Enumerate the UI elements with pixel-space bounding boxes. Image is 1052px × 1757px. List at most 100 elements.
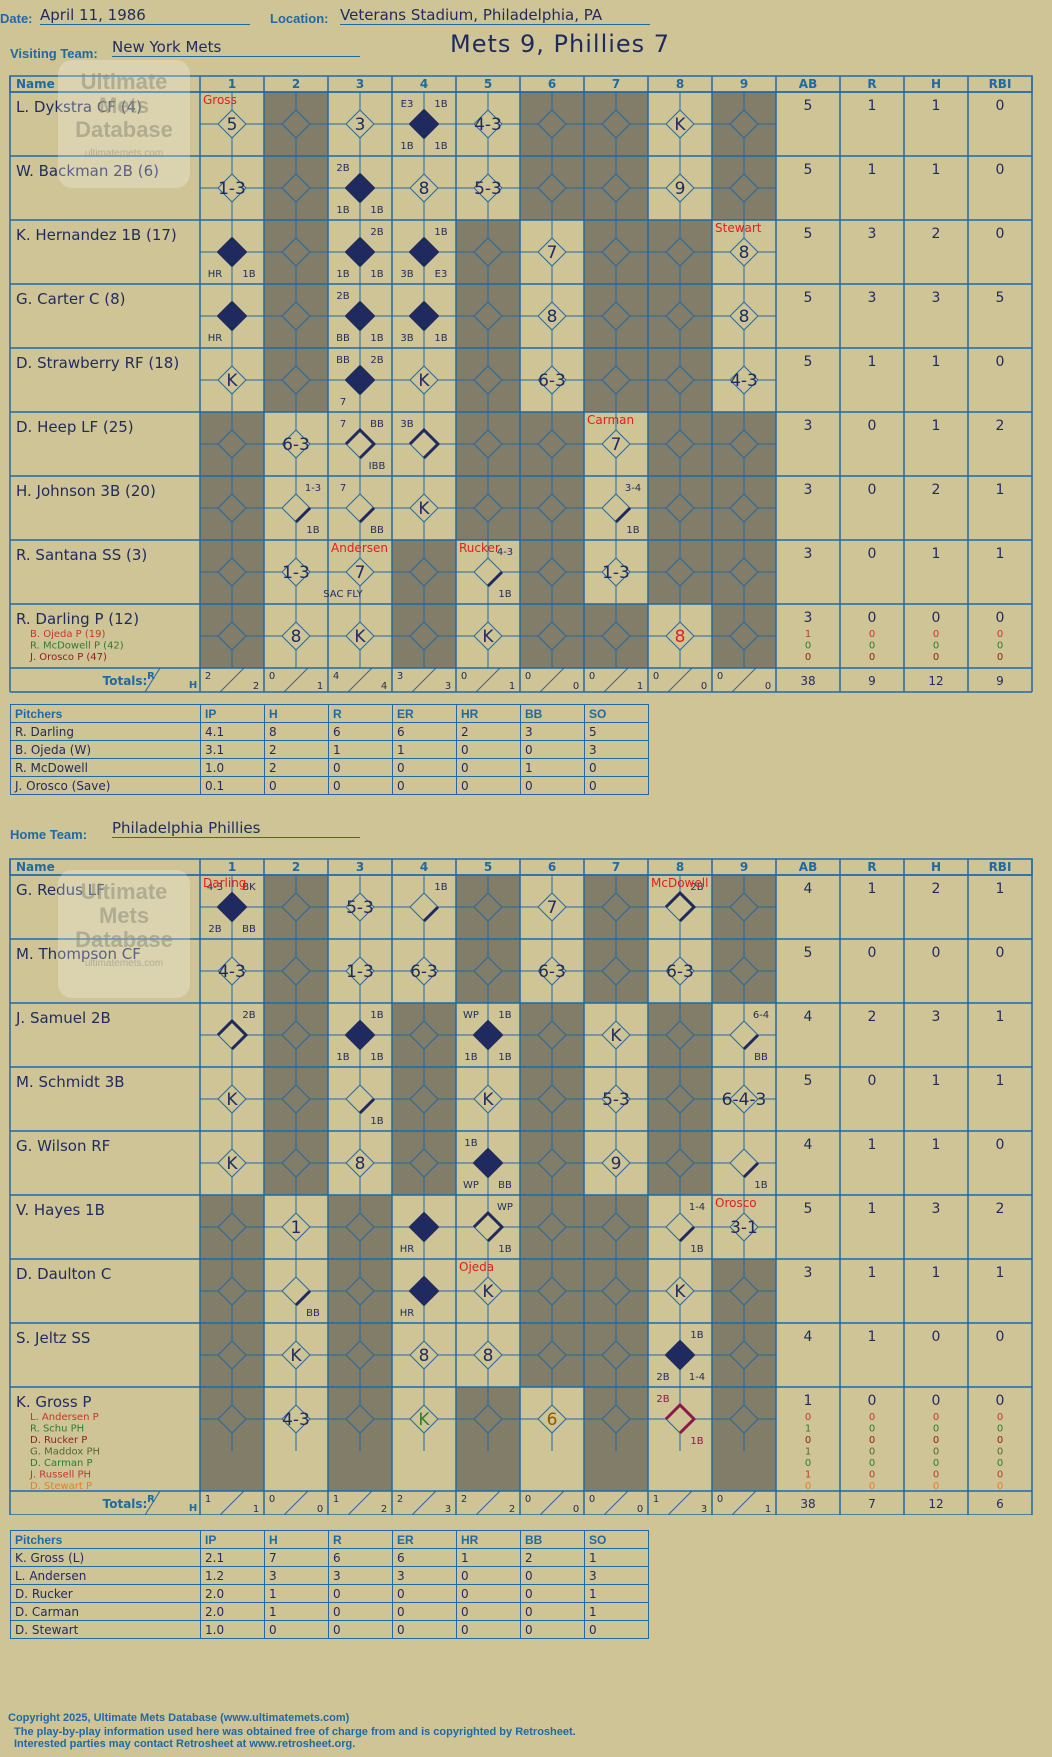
run-scored-diamond [472,1147,504,1179]
watermark-logo-2: Ultimate Mets Database ultimatemets.com [58,870,190,998]
column-header-name: Name [16,77,55,91]
run-scored-diamond [344,300,376,332]
pitcher-stat: 2 [456,722,521,741]
column-header-1: 1 [228,860,236,874]
play-note-bottom-left: 3B [400,333,413,344]
column-header-8: 8 [676,860,684,874]
play-note-bottom-left: BB [336,333,350,344]
play-result: 7 [355,563,366,583]
play-note-bottom-right: 1B [242,269,255,280]
pitchers-column-er: ER [392,1530,457,1549]
player-r: 0 [868,610,877,626]
play-result: 6 [547,1410,558,1430]
play-note-top-left: 3B [400,419,413,430]
play-result: 6-3 [538,962,566,982]
player-ab: 3 [804,482,813,498]
player-rbi: 0 [996,1329,1005,1345]
pitcher-stat: 3 [584,740,649,759]
player-r: 1 [868,354,877,370]
base-diamond [345,493,375,523]
player-ab: 5 [804,290,813,306]
pitcher-stat: 0 [264,776,329,795]
inning-hits: 0 [573,681,579,692]
player-r: 0 [868,945,877,961]
pitcher-change-note: Darling [203,876,246,890]
substitute-ab: 1 [805,629,811,640]
column-header-4: 4 [420,860,428,874]
pitcher-stat: 0 [584,1620,649,1639]
pitcher-stat: 0 [456,1566,521,1585]
pitcher-stat: 6 [392,1548,457,1567]
inning-runs: 0 [717,1494,723,1505]
play-note-bottom-right: 1B [370,205,383,216]
pitcher-stat: 0 [392,776,457,795]
play-result: 5-3 [474,179,502,199]
inning-hits: 0 [701,681,707,692]
player-rbi: 0 [996,226,1005,242]
substitute-rbi: 0 [997,1458,1003,1469]
column-header-8: 8 [676,77,684,91]
player-ab: 1 [804,1393,813,1409]
player-r: 1 [868,1201,877,1217]
player-h: 1 [932,354,941,370]
substitute-ab: 0 [805,641,811,652]
substitute-r: 0 [869,1470,875,1481]
inning-total-divider [475,1490,501,1515]
substitute-h: 0 [933,1435,939,1446]
play-note-bottom-right: 1B [370,1052,383,1063]
total-h: 12 [928,674,943,688]
column-header-9: 9 [740,860,748,874]
substitute-h: 0 [933,1458,939,1469]
pitcher-change-note: Stewart [715,221,762,235]
column-header-9: 9 [740,77,748,91]
player-r: 1 [868,162,877,178]
inning-hits: 2 [253,681,259,692]
base-diamond [409,429,439,459]
player-name: G. Carter C (8) [16,290,126,308]
player-h: 1 [932,418,941,434]
pitcher-stat: 1 [520,758,585,777]
substitute-rbi: 0 [997,1435,1003,1446]
pitcher-stat: 3 [264,1566,329,1585]
pitcher-change-note: McDowell [651,876,708,890]
play-result: 6-3 [666,962,694,982]
play-note-bottom-left: HR [400,1244,415,1255]
play-result: K [482,627,494,647]
pitchers-column-pitchers: Pitchers [10,1530,201,1549]
play-note-bottom-left: 2B [656,1372,669,1383]
column-header-name: Name [16,860,55,874]
player-r: 1 [868,1137,877,1153]
base-diamond [345,1084,375,1114]
play-note-bottom-right: 1B [498,1244,511,1255]
substitute-name: D. Rucker P [30,1435,87,1446]
pitcher-stat: 1 [584,1602,649,1621]
play-result: 9 [611,1154,622,1174]
inning-hits: 2 [381,1504,387,1515]
player-h: 1 [932,1137,941,1153]
play-result: K [674,115,686,135]
home-team-label: Home Team: [10,827,88,842]
total-r: 9 [868,674,876,688]
player-ab: 5 [804,1201,813,1217]
player-rbi: 0 [996,945,1005,961]
visiting-pitchers-table: Pitchers IP H R ER HR BB SO R. Darling 4.1 8 6 6 2 3 5 B… [10,704,649,795]
pitcher-stat: 0 [520,1602,585,1621]
inning-runs: 4 [333,671,339,682]
inning-hits: 0 [765,681,771,692]
play-result: 4-3 [474,115,502,135]
column-header-3: 3 [356,77,364,91]
play-note-top-right: 4-3 [497,547,513,558]
totals-runs-header: R [147,1494,155,1505]
pitcher-name: D. Carman [10,1602,201,1621]
pitchers-column-hr: HR [456,704,521,723]
pitcher-stat: 0 [328,776,393,795]
pitcher-stat: 8 [264,722,329,741]
pitchers-column-h: H [264,1530,329,1549]
run-scored-diamond [344,1019,376,1051]
total-rbi: 9 [996,674,1004,688]
player-h: 0 [932,1393,941,1409]
pitcher-stat: 0 [392,1584,457,1603]
substitute-name: L. Andersen P [30,1412,99,1423]
play-note-bottom-right: 1B [434,141,447,152]
play-result: K [418,1410,430,1430]
